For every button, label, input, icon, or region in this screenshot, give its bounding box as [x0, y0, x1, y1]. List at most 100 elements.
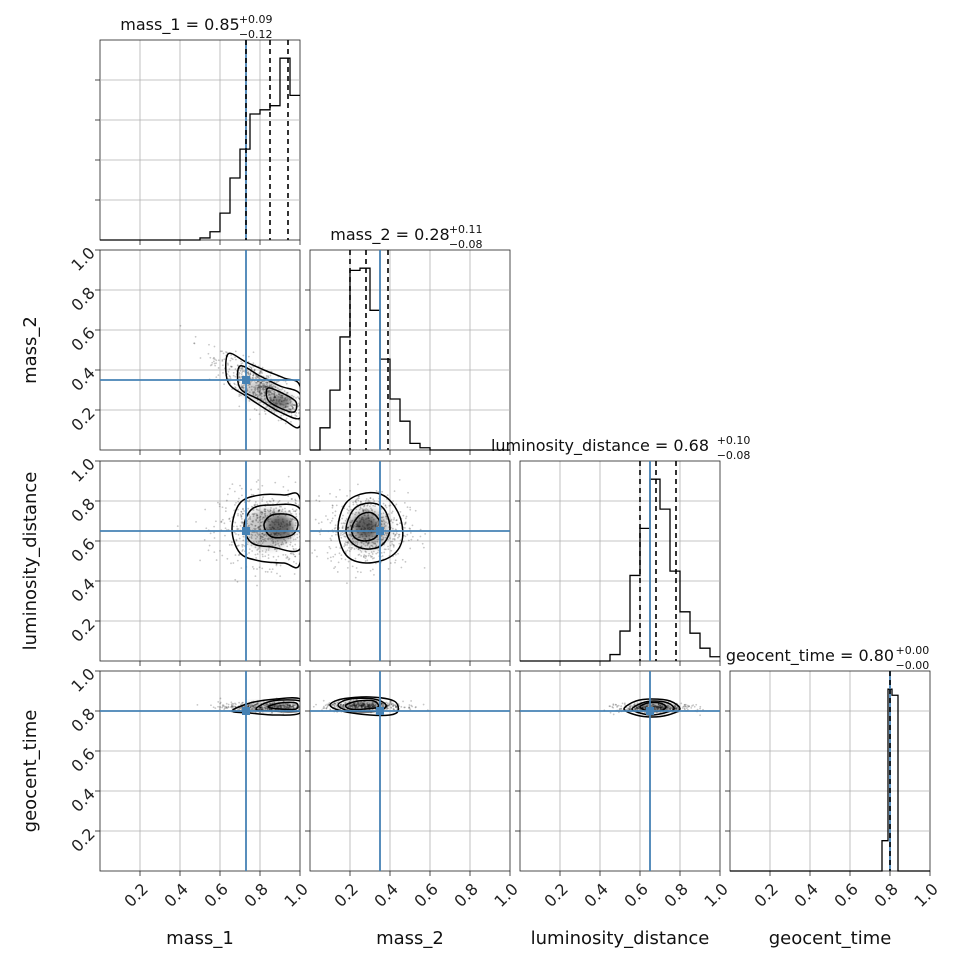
sample-point — [257, 479, 260, 482]
contour-outer — [623, 698, 681, 718]
sample-point — [307, 708, 309, 710]
sample-point — [333, 704, 336, 707]
sample-point — [217, 359, 220, 362]
sample-point — [229, 359, 232, 362]
sample-point — [214, 520, 217, 523]
sample-point — [248, 400, 251, 402]
sample-point — [325, 707, 328, 710]
sample-point — [397, 536, 399, 539]
sample-point — [312, 508, 314, 510]
sample-point — [287, 475, 290, 478]
sample-point — [280, 510, 283, 513]
sample-point — [339, 703, 342, 706]
sample-point — [409, 708, 412, 711]
sample-point — [300, 516, 302, 518]
sample-point — [306, 529, 308, 531]
sample-point — [242, 544, 245, 547]
sample-point — [225, 702, 228, 705]
sample-point — [385, 506, 388, 509]
sample-point — [306, 532, 308, 534]
sample-point — [292, 560, 295, 563]
sample-point — [340, 557, 343, 560]
histogram-mass_1 — [100, 57, 300, 241]
sample-point — [230, 354, 233, 356]
sample-point — [292, 518, 295, 521]
sample-point — [368, 552, 371, 555]
sample-point — [366, 504, 369, 507]
sample-point — [256, 549, 259, 551]
sample-point — [256, 503, 259, 506]
y-tick-label: 0.6 — [67, 534, 98, 565]
sample-point — [239, 369, 242, 372]
sample-point — [634, 708, 636, 711]
sample-point — [392, 538, 394, 540]
sample-point — [332, 555, 335, 558]
sample-point — [313, 413, 315, 415]
sample-point — [224, 534, 226, 537]
sample-point — [253, 408, 256, 410]
sample-point — [339, 430, 341, 432]
sample-point — [363, 504, 366, 507]
sample-point — [252, 362, 255, 365]
sample-point — [408, 706, 411, 708]
sample-point — [300, 534, 302, 536]
sample-point — [343, 545, 346, 548]
sample-point — [342, 522, 345, 525]
sample-point — [275, 563, 278, 566]
sample-point — [365, 555, 368, 558]
sample-point — [219, 702, 222, 705]
sample-point — [398, 478, 401, 481]
sample-point — [307, 707, 309, 709]
sample-point — [240, 363, 243, 365]
sample-point — [333, 704, 336, 707]
sample-point — [277, 555, 280, 558]
sample-point — [683, 707, 686, 710]
sample-point — [222, 352, 225, 355]
sample-point — [298, 708, 300, 711]
sample-point — [616, 705, 619, 707]
sample-point — [629, 706, 631, 709]
sample-point — [305, 535, 307, 537]
sample-point — [315, 521, 317, 523]
sample-point — [234, 356, 236, 359]
sample-point — [275, 550, 278, 553]
sample-point — [238, 701, 240, 704]
sample-point — [302, 414, 304, 416]
sample-point — [284, 553, 287, 556]
sample-point — [273, 701, 276, 704]
sample-point — [343, 532, 346, 535]
sample-point — [226, 493, 229, 496]
sample-point — [372, 504, 375, 507]
sample-point — [419, 535, 422, 538]
histogram-geocent_time — [730, 688, 930, 872]
sample-point — [398, 535, 401, 538]
sample-point — [219, 701, 222, 704]
sample-point — [258, 413, 261, 416]
sample-point — [284, 510, 287, 513]
sample-point — [333, 567, 335, 570]
sample-point — [628, 708, 631, 711]
sample-point — [256, 568, 258, 570]
sample-point — [391, 704, 394, 707]
sample-point — [286, 556, 289, 559]
sample-point — [283, 390, 286, 392]
sample-point — [357, 548, 360, 551]
sample-point — [403, 523, 406, 526]
sample-point — [213, 345, 216, 348]
sample-point — [226, 373, 229, 376]
sample-point — [221, 705, 224, 708]
sample-point — [223, 522, 226, 525]
sample-point — [677, 707, 680, 710]
sample-point — [238, 376, 241, 379]
sample-point — [684, 705, 687, 708]
sample-point — [288, 509, 291, 512]
sample-point — [231, 707, 234, 710]
sample-point — [683, 708, 686, 711]
sample-point — [300, 708, 302, 710]
sample-point — [303, 405, 305, 407]
sample-point — [391, 543, 393, 545]
sample-point — [693, 705, 696, 708]
sample-point — [324, 526, 326, 528]
sample-point — [281, 508, 284, 511]
sample-point — [311, 536, 313, 538]
